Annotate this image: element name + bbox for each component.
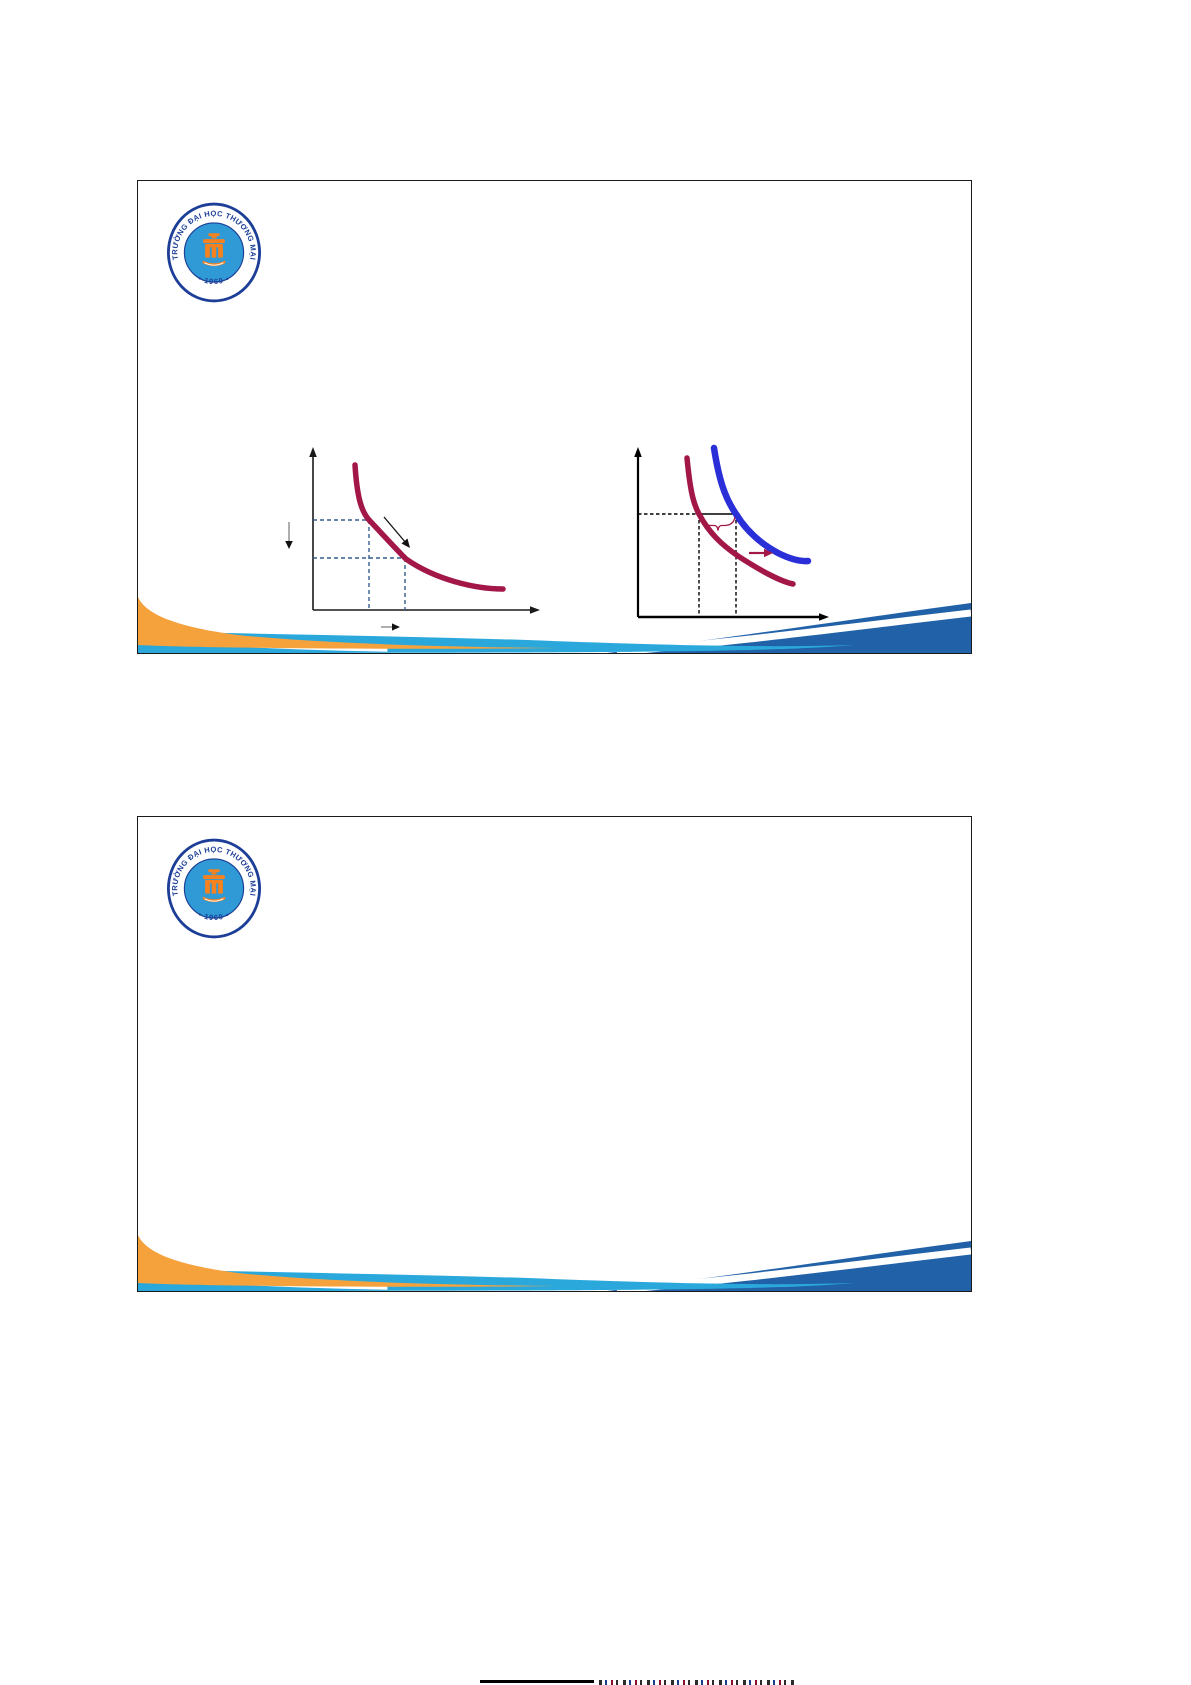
dashed-guide-point2 [313, 557, 406, 610]
slide-1: TRƯỜNG ĐẠI HỌC THƯƠNG MẠI • 1960 • [137, 180, 972, 654]
logo-temple-icon [202, 869, 226, 903]
price-down-arrow-head-icon [285, 541, 293, 549]
chart-demand-curve-shift [634, 444, 829, 621]
wave-footer-decoration [138, 1235, 971, 1291]
university-logo: TRƯỜNG ĐẠI HỌC THƯƠNG MẠI • 1960 • [167, 838, 261, 939]
orange-wave [138, 1235, 557, 1287]
shift-right-arrow-head-icon [764, 548, 773, 558]
dashed-guide-point1 [313, 519, 370, 610]
demand-diagrams [285, 444, 829, 631]
chart-movement-along-demand-curve [285, 447, 540, 631]
arrow-along-curve [383, 516, 407, 544]
shift-brace-icon [699, 516, 736, 531]
logo-year-text: • 1960 • [197, 274, 231, 286]
clipped-footer-rule [480, 1680, 594, 1683]
slide-2: TRƯỜNG ĐẠI HỌC THƯƠNG MẠI • 1960 • [137, 816, 972, 1292]
x-axis-arrowhead-icon [819, 613, 829, 621]
wave-footer-decoration [138, 597, 971, 653]
clipped-footer-text [599, 1680, 795, 1685]
demand-curve [352, 462, 506, 592]
dark-blue-wave [606, 603, 971, 653]
y-axis-arrowhead-icon [634, 447, 642, 457]
university-logo: TRƯỜNG ĐẠI HỌC THƯƠNG MẠI • 1960 • [167, 202, 261, 303]
logo-year-text: • 1960 • [197, 910, 231, 922]
dark-blue-wave [606, 1241, 971, 1291]
x-axis-arrowhead-icon [530, 606, 540, 614]
demand-curve-original [684, 455, 796, 587]
demand-curve-shifted [710, 444, 812, 565]
logo-temple-icon [202, 233, 226, 267]
orange-wave [138, 597, 557, 649]
y-axis-arrowhead-icon [309, 447, 317, 457]
arrow-along-curve-head-icon [401, 538, 410, 548]
quantity-right-arrow-head-icon [392, 623, 400, 631]
